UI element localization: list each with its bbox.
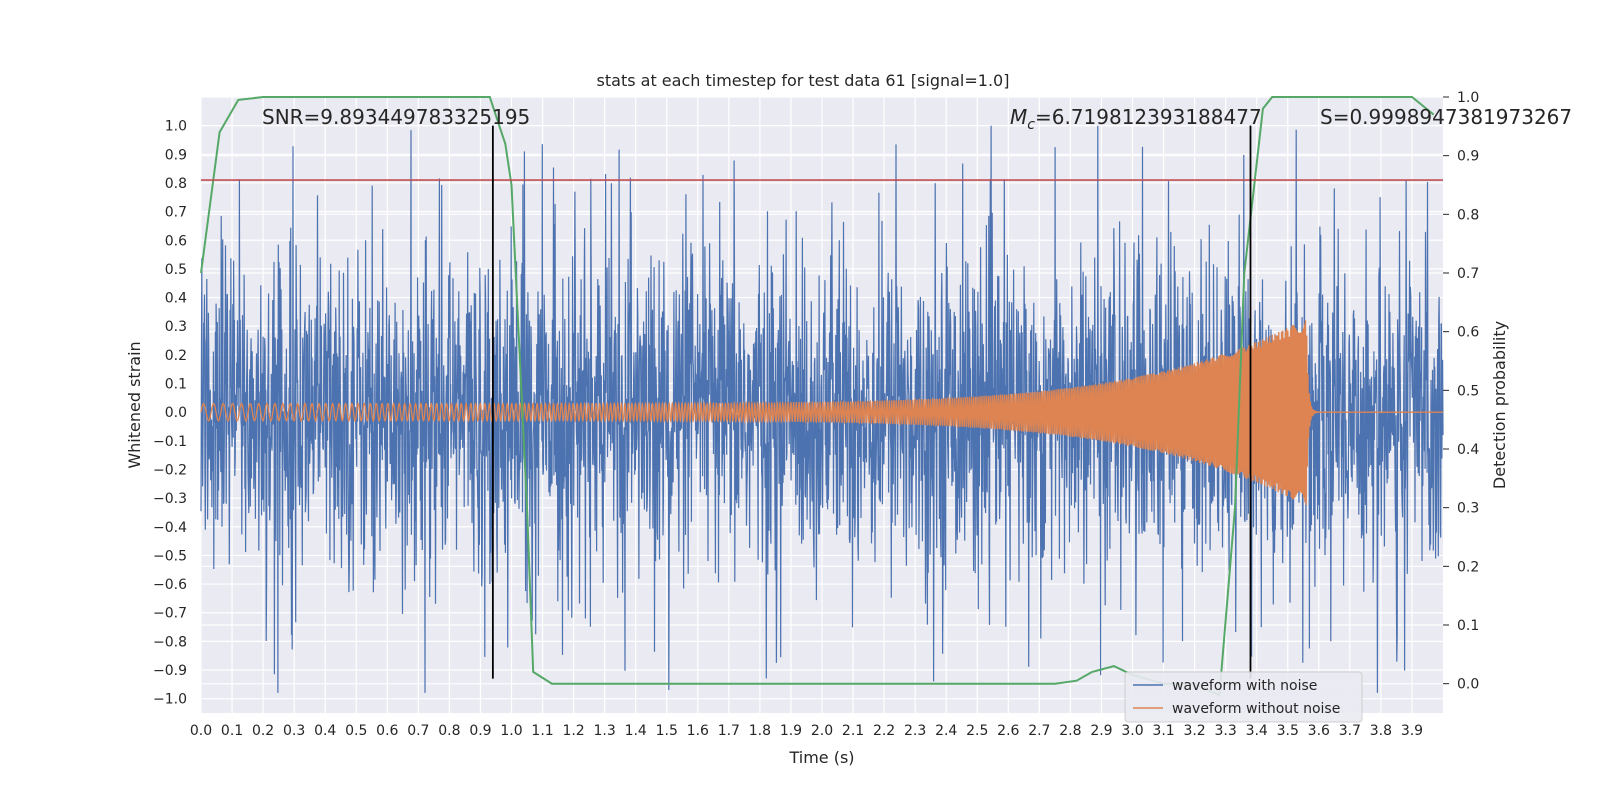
y-tick-label: 0.3 bbox=[165, 319, 187, 335]
x-tick-label: 2.1 bbox=[842, 723, 864, 739]
x-tick-label: 2.2 bbox=[873, 723, 895, 739]
x-tick-label: 3.6 bbox=[1308, 723, 1330, 739]
x-tick-label: 1.0 bbox=[500, 723, 522, 739]
x-tick-label: 3.3 bbox=[1215, 723, 1237, 739]
y-axis-ticks: 1.0 0.9 0.8 0.7 0.6 0.5 0.4 0.3 0.2 0.1 0.0 −0.1 −0.… bbox=[153, 119, 187, 708]
x-axis-ticks: 0.0 0.1 0.2 0.3 0.4 0.5 0.6 0.7 0.8 0.9 1.0 1.1 1.2 1… bbox=[190, 723, 1423, 739]
snr-annotation: SNR=9.893449783325195 bbox=[262, 105, 530, 129]
x-tick-label: 3.7 bbox=[1339, 723, 1361, 739]
x-tick-label: 0.1 bbox=[221, 723, 243, 739]
x-tick-label: 0.6 bbox=[376, 723, 398, 739]
x-axis-label: Time (s) bbox=[788, 748, 854, 767]
y-tick-label: 0.7 bbox=[165, 205, 187, 221]
y-tick-label: 0.0 bbox=[165, 405, 187, 421]
y2-tick-label: 0.8 bbox=[1457, 207, 1479, 223]
y2-tick-label: 0.6 bbox=[1457, 325, 1479, 341]
legend-label-noise: waveform with noise bbox=[1172, 678, 1317, 694]
x-tick-label: 1.9 bbox=[780, 723, 802, 739]
y-tick-label: −0.8 bbox=[153, 634, 187, 650]
x-tick-label: 1.4 bbox=[625, 723, 647, 739]
x-tick-label: 2.5 bbox=[966, 723, 988, 739]
y-tick-label: −0.9 bbox=[153, 663, 187, 679]
y-axis-label: Whitened strain bbox=[125, 341, 144, 468]
x-tick-label: 1.1 bbox=[531, 723, 553, 739]
chart-title: stats at each timestep for test data 61 … bbox=[597, 71, 1010, 90]
x-tick-label: 0.0 bbox=[190, 723, 212, 739]
legend-label-clean: waveform without noise bbox=[1172, 701, 1340, 717]
series-layer bbox=[200, 96, 1444, 697]
y2-tick-label: 1.0 bbox=[1457, 90, 1479, 106]
x-tick-label: 2.9 bbox=[1090, 723, 1112, 739]
y2-tick-label: 0.9 bbox=[1457, 149, 1479, 165]
y-tick-label: 0.1 bbox=[165, 377, 187, 393]
x-tick-label: 1.5 bbox=[656, 723, 678, 739]
x-tick-label: 2.3 bbox=[904, 723, 926, 739]
y2-axis-ticks: 1.0 0.9 0.8 0.7 0.6 0.5 0.4 0.3 0.2 0.1 0.0 bbox=[1443, 90, 1479, 693]
y-tick-label: 0.4 bbox=[165, 291, 187, 307]
y-tick-label: 0.5 bbox=[165, 262, 187, 278]
y-tick-label: −0.2 bbox=[153, 462, 187, 478]
x-tick-label: 0.8 bbox=[438, 723, 460, 739]
y-tick-label: 0.6 bbox=[165, 233, 187, 249]
x-tick-label: 0.9 bbox=[469, 723, 491, 739]
legend: waveform with noise waveform without noi… bbox=[1124, 671, 1363, 723]
x-tick-label: 1.2 bbox=[562, 723, 584, 739]
x-tick-label: 1.8 bbox=[749, 723, 771, 739]
significance-annotation: S=0.9998947381973267 bbox=[1320, 105, 1572, 129]
y2-tick-label: 0.7 bbox=[1457, 266, 1479, 282]
y2-tick-label: 0.3 bbox=[1457, 501, 1479, 517]
x-tick-label: 3.0 bbox=[1121, 723, 1143, 739]
series-detection-probability bbox=[200, 96, 1435, 697]
x-tick-label: 2.6 bbox=[997, 723, 1019, 739]
x-tick-label: 0.7 bbox=[407, 723, 429, 739]
x-tick-label: 2.7 bbox=[1028, 723, 1050, 739]
y-tick-label: −0.5 bbox=[153, 548, 187, 564]
x-tick-label: 2.8 bbox=[1059, 723, 1081, 739]
x-tick-label: 1.7 bbox=[718, 723, 740, 739]
x-tick-label: 0.4 bbox=[314, 723, 336, 739]
y-tick-label: −0.3 bbox=[153, 491, 187, 507]
x-tick-label: 3.1 bbox=[1152, 723, 1174, 739]
chirp-mass-annotation: Mc=6.719812393188477 bbox=[1010, 105, 1262, 133]
x-tick-label: 3.2 bbox=[1183, 723, 1205, 739]
y-tick-label: −0.7 bbox=[153, 606, 187, 622]
y-tick-label: 0.8 bbox=[165, 176, 187, 192]
y2-axis-label: Detection probability bbox=[1490, 321, 1509, 489]
y-tick-label: 0.9 bbox=[165, 147, 187, 163]
x-tick-label: 1.3 bbox=[594, 723, 616, 739]
x-tick-label: 3.5 bbox=[1277, 723, 1299, 739]
y2-tick-label: 0.1 bbox=[1457, 618, 1479, 634]
y-tick-label: −0.1 bbox=[153, 434, 187, 450]
x-tick-label: 0.3 bbox=[283, 723, 305, 739]
y-tick-label: −0.6 bbox=[153, 577, 187, 593]
x-tick-label: 3.8 bbox=[1370, 723, 1392, 739]
y2-tick-label: 0.5 bbox=[1457, 383, 1479, 399]
y-tick-label: 0.2 bbox=[165, 348, 187, 364]
x-tick-label: 1.6 bbox=[687, 723, 709, 739]
x-tick-label: 2.0 bbox=[811, 723, 833, 739]
series-waveform-without-noise bbox=[200, 320, 1443, 506]
y2-tick-label: 0.0 bbox=[1457, 677, 1479, 693]
y-tick-label: −0.4 bbox=[153, 520, 187, 536]
y2-tick-label: 0.4 bbox=[1457, 442, 1479, 458]
y-tick-label: 1.0 bbox=[165, 119, 187, 135]
x-tick-label: 3.4 bbox=[1246, 723, 1268, 739]
y-tick-label: −1.0 bbox=[153, 692, 187, 708]
x-tick-label: 3.9 bbox=[1401, 723, 1423, 739]
y2-tick-label: 0.2 bbox=[1457, 559, 1479, 575]
x-tick-label: 2.4 bbox=[935, 723, 957, 739]
x-tick-label: 0.5 bbox=[345, 723, 367, 739]
x-tick-label: 0.2 bbox=[252, 723, 274, 739]
reference-lines bbox=[201, 125, 1443, 679]
